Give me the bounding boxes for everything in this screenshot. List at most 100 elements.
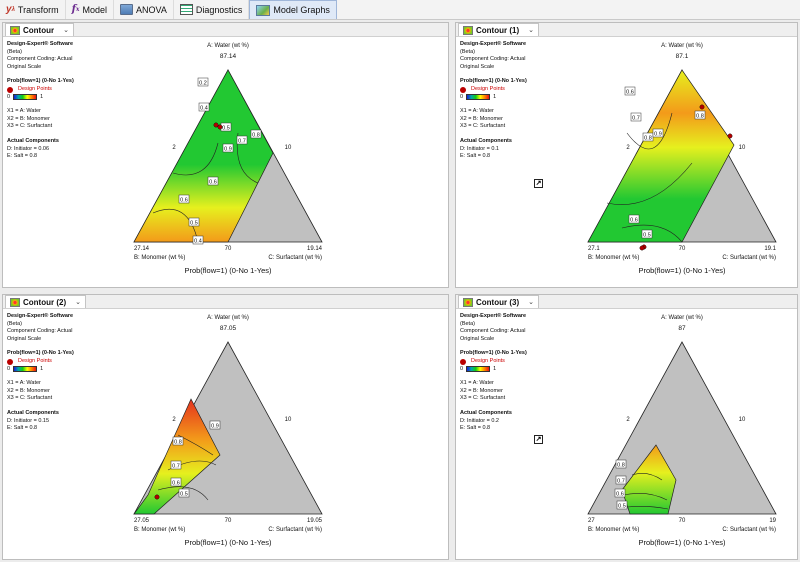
design-point[interactable] (154, 494, 160, 500)
design-points-label: Design Points (471, 85, 505, 92)
design-points-label: Design Points (18, 357, 52, 364)
color-scale-bar (13, 366, 38, 373)
left-side-tick: 2 (172, 145, 176, 151)
tab-contour-4[interactable]: Contour (3) ⌄ (458, 295, 539, 308)
svg-text:0.6: 0.6 (180, 198, 188, 204)
graph-info: Design-Expert® Software (Beta) Component C… (7, 313, 107, 433)
apex-axis-label: A: Water (wt %) (207, 43, 249, 49)
svg-text:0.5: 0.5 (180, 492, 188, 498)
contour-graph-icon (463, 297, 473, 307)
feasible-region (133, 398, 221, 515)
beta-label: (Beta) (7, 320, 22, 327)
x2-definition: X2 = B: Monomer (7, 115, 50, 122)
svg-text:0.7: 0.7 (617, 479, 625, 485)
initiator-value: D: Initiator = 0.2 (460, 417, 499, 424)
model-label: Model (82, 4, 107, 15)
left-side-tick: 2 (626, 145, 630, 151)
design-points-label: Design Points (471, 357, 505, 364)
salt-value: E: Salt = 0.8 (460, 153, 491, 160)
design-point[interactable] (699, 104, 705, 110)
tab-contour-3[interactable]: Contour (2) ⌄ (5, 295, 86, 308)
left-side-tick: 2 (172, 417, 176, 423)
tab-contour-1[interactable]: Contour ⌄ (5, 23, 74, 36)
chart-x-title: Prob(flow=1) (0-No 1-Yes) (184, 538, 272, 547)
design-point-marker (460, 86, 466, 93)
design-points-legend: Design Points (460, 86, 560, 94)
right-side-tick: 10 (739, 417, 746, 423)
contour-line (626, 506, 669, 510)
contour-graph-icon (10, 297, 20, 307)
chevron-down-icon[interactable]: ⌄ (528, 27, 534, 34)
design-point-marker (460, 358, 466, 365)
component-coding: Component Coding: Actual (7, 328, 73, 335)
chevron-down-icon[interactable]: ⌄ (528, 299, 534, 306)
contour-value-label: 0.9 (652, 128, 664, 138)
design-point[interactable] (213, 122, 219, 128)
chart-x-title: Prob(flow=1) (0-No 1-Yes) (638, 538, 726, 547)
expand-icon[interactable]: ↗ (534, 179, 543, 188)
contour-line (621, 224, 683, 243)
chevron-down-icon[interactable]: ⌄ (75, 299, 81, 306)
apex-value: 87.1 (676, 53, 689, 60)
x3-definition: X3 = C: Surfactant (7, 123, 53, 130)
right-vertex-value: 19.14 (307, 246, 323, 252)
ternary-contour-plot: 0.60.70.80.90.80.60.5A: Water (wt %)87.1… (587, 43, 777, 275)
diagnostics-button[interactable]: Diagnostics (174, 0, 250, 19)
infeasible-region (587, 341, 777, 515)
contour-value-label: 0.8 (250, 129, 262, 139)
apex-axis-label: A: Water (wt %) (661, 43, 703, 49)
actual-components-title: Actual Components (7, 137, 59, 144)
contour-value-label: 0.5 (641, 229, 653, 239)
left-vertex-value: 27.1 (588, 246, 600, 252)
legend-max: 1 (493, 365, 497, 372)
apex-value: 87.14 (220, 53, 237, 60)
left-vertex-value: 27.14 (134, 246, 150, 252)
design-point[interactable] (727, 133, 733, 139)
contour-value-label: 0.6 (178, 194, 190, 204)
contour-value-label: 0.6 (628, 214, 640, 224)
contour-value-label: 0.7 (170, 460, 182, 470)
diagnostics-label: Diagnostics (195, 4, 243, 15)
salt-value: E: Salt = 0.8 (460, 425, 491, 432)
chevron-down-icon[interactable]: ⌄ (63, 27, 69, 34)
feasible-region (621, 444, 677, 515)
actual-components-title: Actual Components (460, 409, 512, 416)
scale-label: Original Scale (7, 335, 42, 342)
svg-text:0.9: 0.9 (211, 424, 219, 430)
design-points-legend: Design Points (7, 358, 107, 366)
x2-definition: X2 = B: Monomer (7, 387, 50, 394)
design-point[interactable] (639, 245, 645, 251)
anova-icon (119, 4, 133, 15)
apex-value: 87 (678, 325, 686, 332)
x1-definition: X1 = A: Water (460, 108, 494, 115)
color-scale-bar (466, 366, 491, 373)
svg-text:0.2: 0.2 (199, 81, 207, 87)
contour-panel-1: Contour ⌄ Design-Expert® Software (Beta) Com… (2, 22, 449, 288)
contour-panel-3: Contour (2) ⌄ Design-Expert® Software (Beta… (2, 294, 449, 560)
right-vertex-value: 19 (769, 518, 776, 524)
component-coding: Component Coding: Actual (460, 328, 526, 335)
expand-icon[interactable]: ↗ (534, 435, 543, 444)
contour-value-label: 0.5 (178, 488, 190, 498)
svg-text:0.8: 0.8 (617, 463, 625, 469)
graph-info: Design-Expert® Software (Beta) Component C… (460, 41, 560, 161)
design-point[interactable] (217, 124, 223, 130)
model-graphs-button[interactable]: Model Graphs (249, 0, 337, 19)
tab-contour-2[interactable]: Contour (1) ⌄ (458, 23, 539, 36)
bottom-mid-tick: 70 (225, 518, 232, 524)
contour-panel-4: Contour (3) ⌄ Design-Expert® Software (Beta… (455, 294, 798, 560)
software-name: Design-Expert® Software (7, 313, 74, 319)
contour-value-label: 0.7 (630, 112, 642, 122)
contour-line (177, 434, 214, 456)
transform-label: Transform (17, 4, 59, 15)
right-side-tick: 10 (739, 145, 746, 151)
contour-line (606, 162, 693, 205)
svg-text:0.9: 0.9 (654, 132, 662, 138)
left-axis-label: B: Monomer (wt %) (588, 255, 639, 261)
anova-button[interactable]: ANOVA (114, 0, 174, 19)
software-name: Design-Expert® Software (460, 313, 527, 319)
